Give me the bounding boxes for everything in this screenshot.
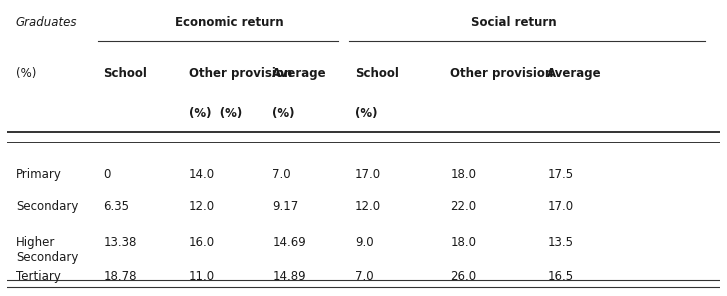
Text: 14.89: 14.89 [273,270,306,283]
Text: (%): (%) [355,107,377,120]
Text: 14.69: 14.69 [273,237,306,250]
Text: School: School [103,67,148,80]
Text: Average: Average [273,67,327,80]
Text: 0: 0 [103,168,111,181]
Text: (%)  (%): (%) (%) [189,107,242,120]
Text: 12.0: 12.0 [355,200,381,213]
Text: 18.0: 18.0 [451,168,476,181]
Text: 6.35: 6.35 [103,200,129,213]
Text: 17.5: 17.5 [547,168,574,181]
Text: Social return: Social return [471,16,557,29]
Text: 16.5: 16.5 [547,270,574,283]
Text: Primary: Primary [16,168,62,181]
Text: Tertiary: Tertiary [16,270,60,283]
Text: 17.0: 17.0 [355,168,381,181]
Text: Other provision: Other provision [451,67,554,80]
Text: (%): (%) [16,67,36,80]
Text: 11.0: 11.0 [189,270,215,283]
Text: 7.0: 7.0 [355,270,374,283]
Text: 18.0: 18.0 [451,237,476,250]
Text: 26.0: 26.0 [451,270,476,283]
Text: 17.0: 17.0 [547,200,574,213]
Text: 13.5: 13.5 [547,237,574,250]
Text: 22.0: 22.0 [451,200,476,213]
Text: 7.0: 7.0 [273,168,291,181]
Text: School: School [355,67,399,80]
Text: 16.0: 16.0 [189,237,215,250]
Text: 12.0: 12.0 [189,200,215,213]
Text: Higher
Secondary: Higher Secondary [16,237,79,264]
Text: Secondary: Secondary [16,200,79,213]
Text: 9.0: 9.0 [355,237,374,250]
Text: 18.78: 18.78 [103,270,137,283]
Text: (%): (%) [273,107,295,120]
Text: Average: Average [547,67,602,80]
Text: 14.0: 14.0 [189,168,215,181]
Text: Economic return: Economic return [175,16,284,29]
Text: 13.38: 13.38 [103,237,137,250]
Text: 9.17: 9.17 [273,200,299,213]
Text: Other provision: Other provision [189,67,292,80]
Text: Graduates: Graduates [16,16,77,29]
